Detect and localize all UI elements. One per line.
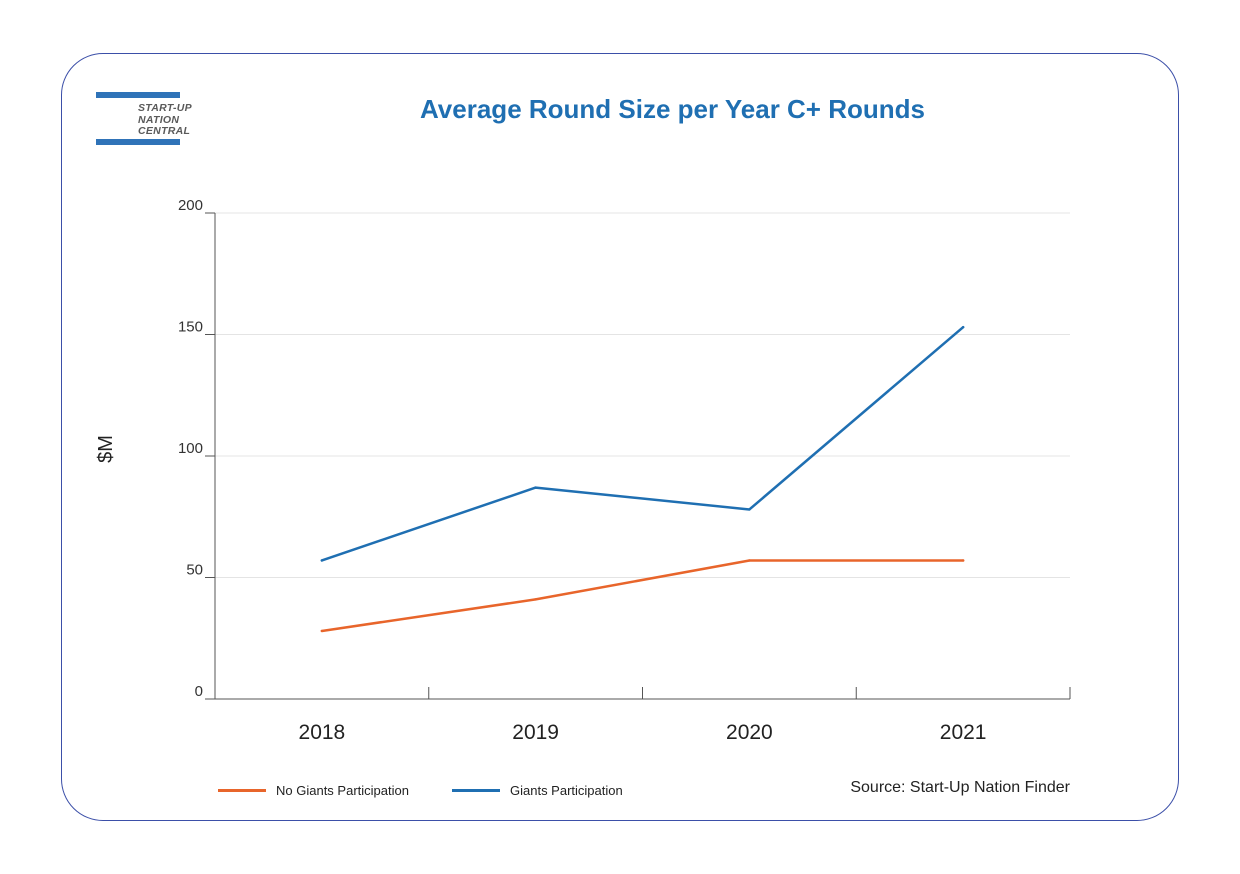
data-point-no-giants-2020 bbox=[748, 559, 751, 562]
legend-swatch-blue bbox=[452, 788, 500, 792]
logo-bar-top bbox=[96, 92, 180, 98]
source-note: Source: Start-Up Nation Finder bbox=[850, 779, 1070, 796]
x-tick-label-2021: 2021 bbox=[940, 721, 987, 744]
x-tick-label-2018: 2018 bbox=[299, 721, 346, 744]
legend-label-no-giants: No Giants Participation bbox=[276, 782, 409, 798]
logo-bar-bottom bbox=[96, 139, 180, 145]
data-point-no-giants-2021 bbox=[961, 559, 965, 562]
y-tick-label-150: 150 bbox=[178, 319, 203, 336]
y-tick-labels: 0 50 100 150 200 bbox=[178, 197, 203, 700]
legend-item-no-giants: No Giants Participation bbox=[218, 780, 409, 800]
x-tick-label-2020: 2020 bbox=[726, 721, 773, 744]
data-point-giants-2020 bbox=[748, 508, 751, 511]
y-tick-label-200: 200 bbox=[178, 197, 203, 214]
y-tick-label-50: 50 bbox=[186, 562, 203, 579]
y-axis-label: $M bbox=[95, 435, 117, 463]
brand-logo: START-UP NATION CENTRAL bbox=[96, 92, 216, 148]
data-point-giants-2018 bbox=[320, 559, 324, 562]
axes bbox=[205, 212, 1071, 700]
data-point-no-giants-2018 bbox=[320, 629, 324, 633]
gridlines bbox=[215, 212, 1070, 578]
chart-title: Average Round Size per Year C+ Rounds bbox=[420, 94, 925, 124]
data-point-giants-2019 bbox=[534, 486, 537, 489]
x-tick-label-2019: 2019 bbox=[512, 721, 559, 744]
y-tick-label-0: 0 bbox=[195, 683, 203, 700]
legend-swatch-orange bbox=[218, 788, 266, 792]
legend-label-giants: Giants Participation bbox=[510, 782, 623, 798]
logo-text-line-1: START-UP bbox=[138, 102, 192, 114]
data-point-no-giants-2019 bbox=[534, 598, 537, 601]
chart-card bbox=[61, 53, 1179, 821]
series-line-no-giants bbox=[320, 559, 965, 633]
legend-item-giants: Giants Participation bbox=[452, 780, 623, 800]
data-point-giants-2021 bbox=[961, 326, 965, 329]
series-lines bbox=[320, 325, 965, 633]
x-tick-labels: 2018 2019 2020 2021 bbox=[299, 721, 987, 744]
series-line-giants bbox=[320, 325, 965, 562]
logo-text-line-2: NATION bbox=[138, 114, 180, 126]
y-tick-label-100: 100 bbox=[178, 440, 203, 457]
logo-text-line-3: CENTRAL bbox=[138, 125, 191, 137]
